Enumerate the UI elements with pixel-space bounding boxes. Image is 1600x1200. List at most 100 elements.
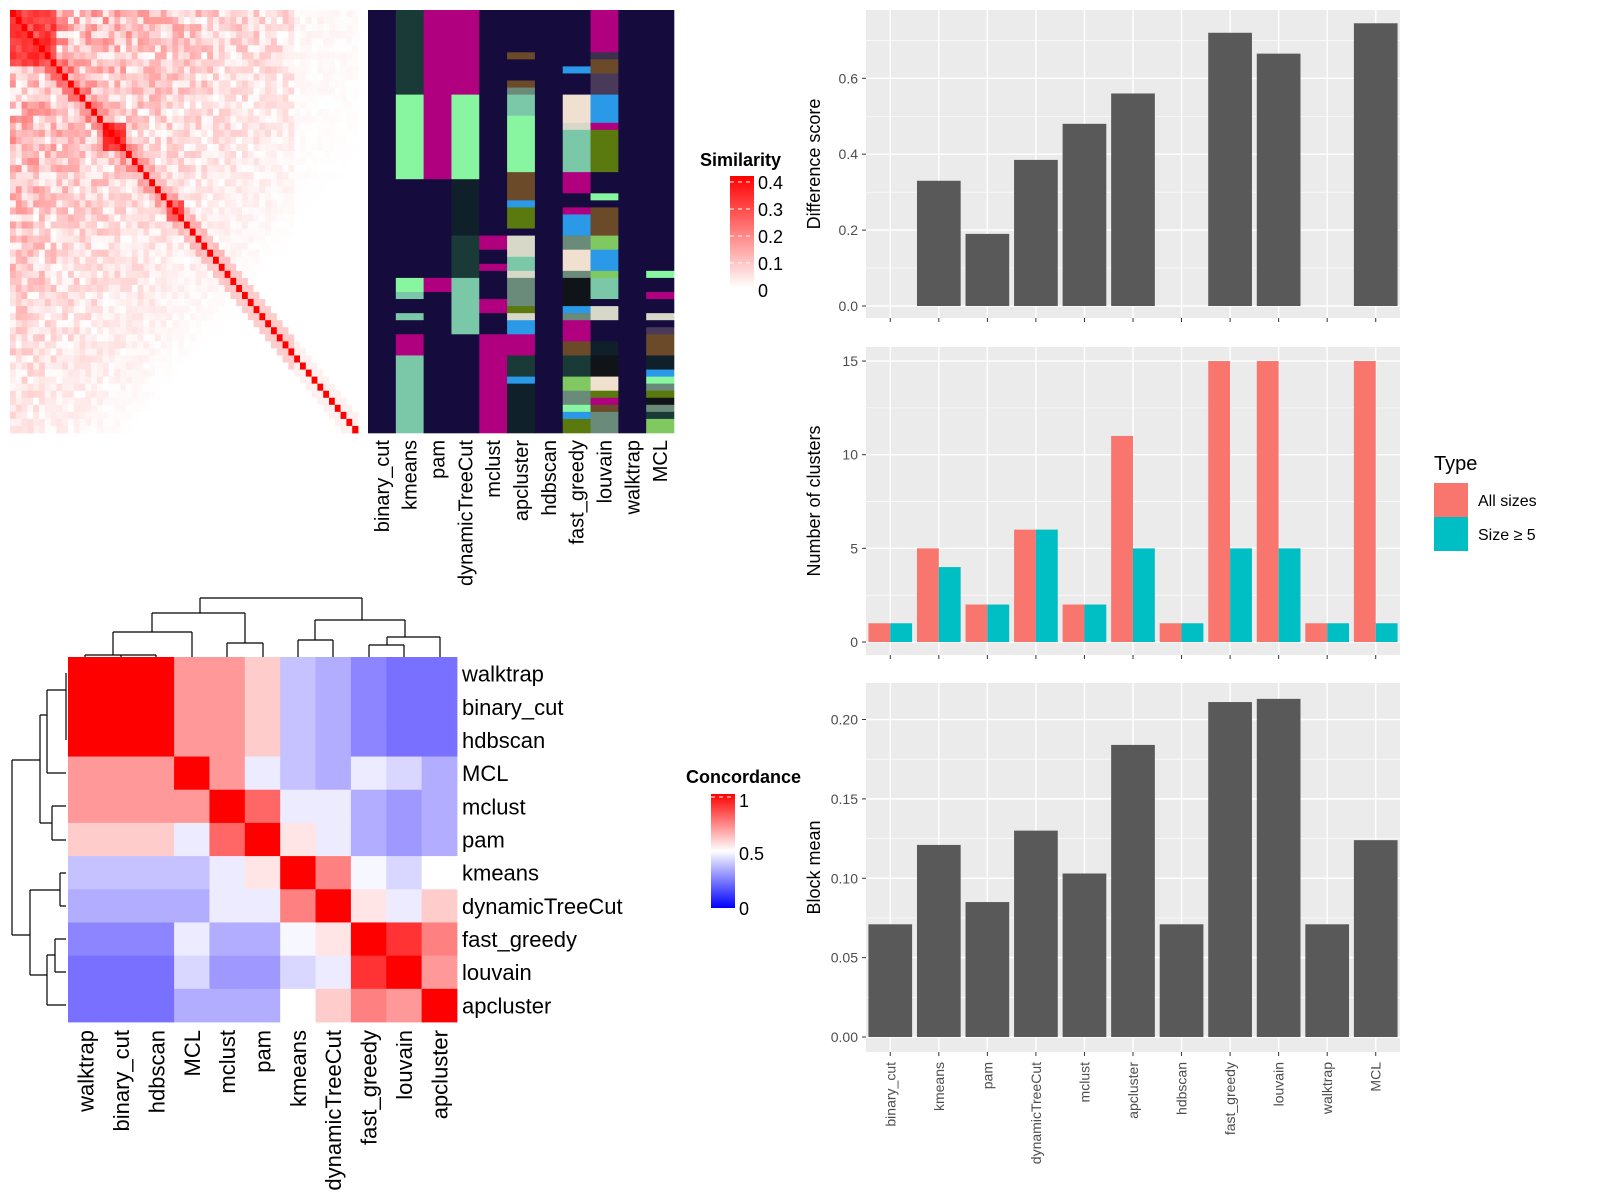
similarity-cell [201, 31, 208, 39]
similarity-cell [137, 327, 144, 335]
similarity-cell [259, 383, 266, 392]
y-axis-label: Difference score [804, 99, 824, 230]
similarity-cell [329, 235, 336, 244]
cluster-segment [451, 277, 480, 335]
similarity-cell [195, 59, 202, 67]
similarity-cell [323, 193, 330, 201]
similarity-cell [242, 334, 249, 342]
concordance-cell [280, 789, 316, 824]
cluster-segment [507, 306, 536, 314]
similarity-cell [213, 418, 220, 427]
similarity-cell [120, 334, 127, 342]
similarity-cell [346, 17, 353, 25]
similarity-cell [265, 348, 272, 356]
similarity-cell [149, 404, 156, 413]
similarity-cell [50, 10, 57, 18]
similarity-cell [79, 270, 86, 279]
similarity-cell [50, 313, 57, 321]
similarity-cell [305, 158, 312, 166]
similarity-cell [265, 24, 272, 32]
similarity-cell [242, 101, 249, 110]
concordance-cell [103, 822, 140, 857]
similarity-cell [149, 122, 156, 131]
similarity-cell [346, 390, 353, 399]
similarity-cell [56, 115, 63, 124]
concordance-row-label: dynamicTreeCut [462, 894, 623, 919]
similarity-cell [184, 73, 191, 81]
similarity-cell [15, 73, 22, 81]
similarity-cell [259, 17, 266, 25]
similarity-cell [207, 292, 214, 300]
similarity-cell [108, 418, 115, 427]
similarity-cell [253, 327, 260, 335]
similarity-cell [189, 306, 196, 314]
similarity-cell [44, 425, 51, 434]
similarity-cell [166, 397, 173, 406]
similarity-cell [346, 306, 353, 314]
similarity-cell [172, 425, 179, 434]
similarity-cell [271, 327, 278, 335]
similarity-cell [143, 235, 150, 244]
similarity-cell [126, 158, 133, 166]
similarity-cell [108, 151, 115, 159]
similarity-cell [253, 383, 260, 392]
similarity-cell [236, 249, 243, 258]
similarity-cell [137, 151, 144, 159]
similarity-cell [340, 411, 347, 420]
similarity-cell [329, 284, 336, 293]
similarity-cell [218, 179, 225, 187]
bar-all-sizes [1062, 604, 1085, 642]
similarity-cell [27, 151, 34, 159]
similarity-cell [149, 207, 156, 215]
similarity-cell [166, 45, 173, 53]
similarity-cell [323, 256, 330, 265]
similarity-cell [10, 17, 17, 25]
similarity-cell [91, 115, 98, 124]
similarity-cell [166, 334, 173, 342]
similarity-cell [265, 256, 272, 265]
similarity-cell [311, 122, 318, 131]
similarity-cell [137, 277, 144, 286]
similarity-cell [346, 425, 353, 434]
x-tick-label: walktrap [1319, 1062, 1335, 1115]
similarity-cell [160, 10, 167, 18]
similarity-cell [62, 341, 69, 349]
y-tick-label: 10 [842, 447, 858, 463]
similarity-cell [224, 221, 231, 229]
similarity-cell [282, 108, 289, 117]
concordance-cell [280, 889, 316, 923]
similarity-cell [224, 31, 231, 39]
concordance-cell [103, 690, 140, 724]
similarity-cell [311, 362, 318, 370]
similarity-cell [91, 270, 98, 279]
similarity-cell [317, 143, 324, 152]
similarity-cell [340, 270, 347, 279]
similarity-cell [73, 101, 80, 110]
similarity-cell [334, 348, 341, 356]
similarity-cell [44, 270, 51, 279]
concordance-cell [315, 756, 352, 791]
similarity-cell [323, 425, 330, 434]
similarity-cell [253, 143, 260, 152]
similarity-cell [149, 369, 156, 377]
similarity-cell [85, 136, 92, 145]
similarity-cell [311, 200, 318, 208]
similarity-cell [230, 355, 237, 363]
similarity-cell [85, 122, 92, 131]
similarity-cell [294, 383, 301, 392]
similarity-cell [10, 66, 17, 74]
similarity-cell [340, 143, 347, 152]
similarity-cell [323, 87, 330, 95]
concordance-cell [315, 723, 352, 757]
similarity-cell [149, 200, 156, 208]
similarity-cell [213, 228, 220, 236]
similarity-cell [195, 256, 202, 265]
similarity-cell [143, 207, 150, 215]
similarity-cell [56, 292, 63, 300]
similarity-cell [207, 59, 214, 67]
concordance-cell [103, 723, 140, 757]
similarity-cell [311, 186, 318, 194]
similarity-cell [108, 292, 115, 300]
similarity-cell [346, 38, 353, 46]
similarity-cell [305, 334, 312, 342]
